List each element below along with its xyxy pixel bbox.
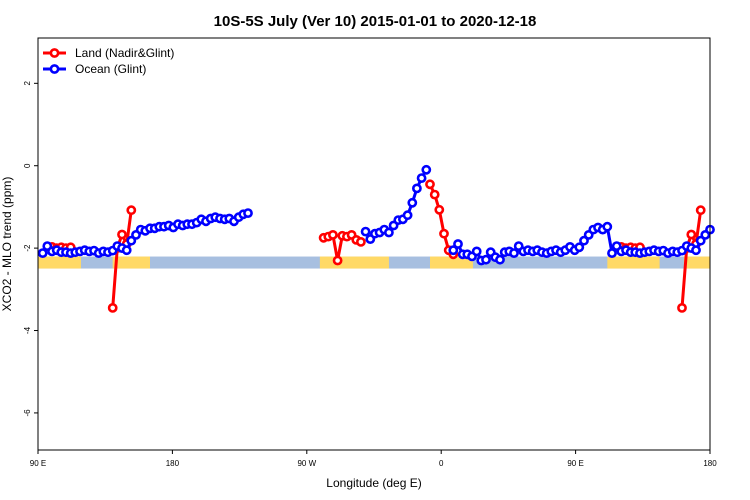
land-series [47,179,706,313]
ocean-point [448,245,459,256]
land-strip-segment [319,256,389,269]
y-axis-label: XCO2 - MLO trend (ppm) [0,177,14,312]
ocean-point [411,183,422,194]
ocean-point [691,245,701,256]
x-tick-label: 0 [439,459,444,468]
chart-title: 10S-5S July (Ver 10) 2015-01-01 to 2020-… [214,13,537,30]
legend-land-marker [49,48,60,58]
x-axis: 90 E 180 90 W 0 90 E 180 [30,450,717,468]
land-point [434,204,445,215]
x-tick-label: 90 W [297,459,316,468]
y-tick-label: -6 [23,409,32,417]
legend-ocean-label: Ocean (Glint) [75,62,146,76]
ocean-point [495,254,505,265]
ocean-series [37,164,715,266]
ocean-point [579,235,589,246]
y-tick-label: -4 [23,326,32,334]
land-point [107,302,118,313]
land-strip-segment [112,256,150,269]
land-point [425,179,435,190]
y-tick-label: 2 [23,81,32,86]
y-axis: -6 -4 -2 0 2 [23,81,38,417]
plot-area [37,164,715,313]
ocean-point [607,248,617,258]
ocean-point [421,164,432,175]
land-point [429,189,440,200]
land-strip-segment [683,256,710,269]
x-tick-label: 90 E [30,459,46,468]
ocean-point [509,248,519,258]
ocean-point [383,227,394,238]
ocean-point [602,221,613,232]
legend: Land (Nadir&Glint) Ocean (Glint) [43,46,174,76]
x-tick-label: 90 E [567,459,583,468]
land-strip-segment [607,256,660,269]
ocean-point [126,235,137,246]
ocean-point [574,242,585,253]
land-point [677,302,687,313]
land-point [332,255,343,266]
ocean-point [407,197,418,208]
land-point [439,228,449,239]
land-point [355,236,366,247]
x-tick-label: 180 [166,459,180,468]
land-point [117,229,127,240]
x-tick-label: 180 [703,459,717,468]
land-point [695,205,706,216]
ocean-point [243,208,253,218]
land-point [126,205,137,216]
x-axis-label: Longitude (deg E) [326,476,421,490]
legend-land-label: Land (Nadir&Glint) [75,46,174,60]
ocean-point [481,254,491,265]
y-tick-label: -2 [23,244,32,252]
y-tick-label: 0 [23,163,32,168]
land-strip-segment [38,256,81,269]
legend-ocean-marker [49,64,60,74]
ocean-point [453,239,463,249]
ocean-point [37,248,48,258]
land-strip-segment [430,256,473,269]
land-point [686,229,697,240]
plot-frame [37,37,711,451]
ocean-point [416,173,427,183]
land-point [327,229,338,240]
ocean-point [402,210,413,221]
ocean-point [471,246,482,257]
ocean-point [360,226,371,237]
ocean-point [121,245,132,256]
